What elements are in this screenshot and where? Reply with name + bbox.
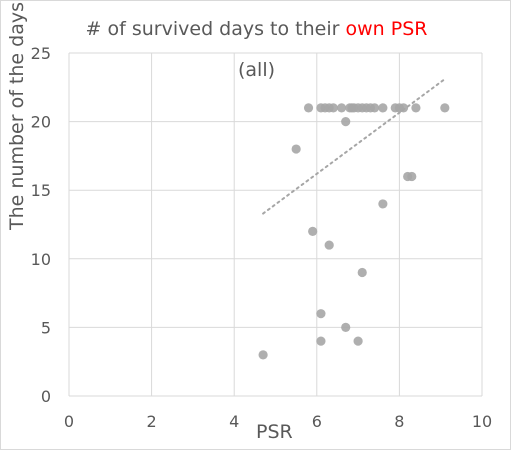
data-point xyxy=(370,103,380,113)
data-point xyxy=(407,171,417,182)
data-point xyxy=(398,103,409,113)
data-point xyxy=(316,336,326,346)
y-tick-label: 10 xyxy=(31,250,51,269)
x-axis-label: PSR xyxy=(256,421,293,443)
data-point xyxy=(336,103,347,113)
data-point xyxy=(308,226,318,236)
data-point xyxy=(324,240,334,250)
x-tick-label: 10 xyxy=(472,412,492,431)
data-point xyxy=(378,199,388,209)
data-point xyxy=(303,103,314,113)
x-tick-label: 4 xyxy=(229,412,239,431)
data-point xyxy=(411,103,421,113)
data-point xyxy=(378,103,388,113)
y-tick-label: 25 xyxy=(31,44,51,63)
data-point xyxy=(357,267,367,278)
data-point xyxy=(353,336,363,346)
trendline xyxy=(262,78,446,215)
y-tick-label: 0 xyxy=(41,387,51,406)
data-point xyxy=(341,117,351,127)
data-point xyxy=(291,144,301,154)
chart-title-prefix: # of survived days to their xyxy=(85,18,346,40)
chart-title-accent: own PSR xyxy=(345,18,428,40)
data-point xyxy=(328,103,338,113)
y-tick-label: 20 xyxy=(31,113,51,132)
y-tick-label: 5 xyxy=(41,318,51,337)
data-point xyxy=(440,103,450,113)
y-tick-label: 15 xyxy=(31,181,51,200)
chart-title: # of survived days to their own PSR xyxy=(0,18,513,40)
x-tick-label: 0 xyxy=(64,412,74,431)
data-point xyxy=(341,322,351,332)
x-tick-label: 6 xyxy=(312,412,322,431)
data-point xyxy=(316,309,326,319)
chart-subtitle: (all) xyxy=(237,59,276,81)
data-point xyxy=(258,350,268,360)
x-tick-label: 2 xyxy=(147,412,157,431)
x-tick-label: 8 xyxy=(394,412,404,431)
